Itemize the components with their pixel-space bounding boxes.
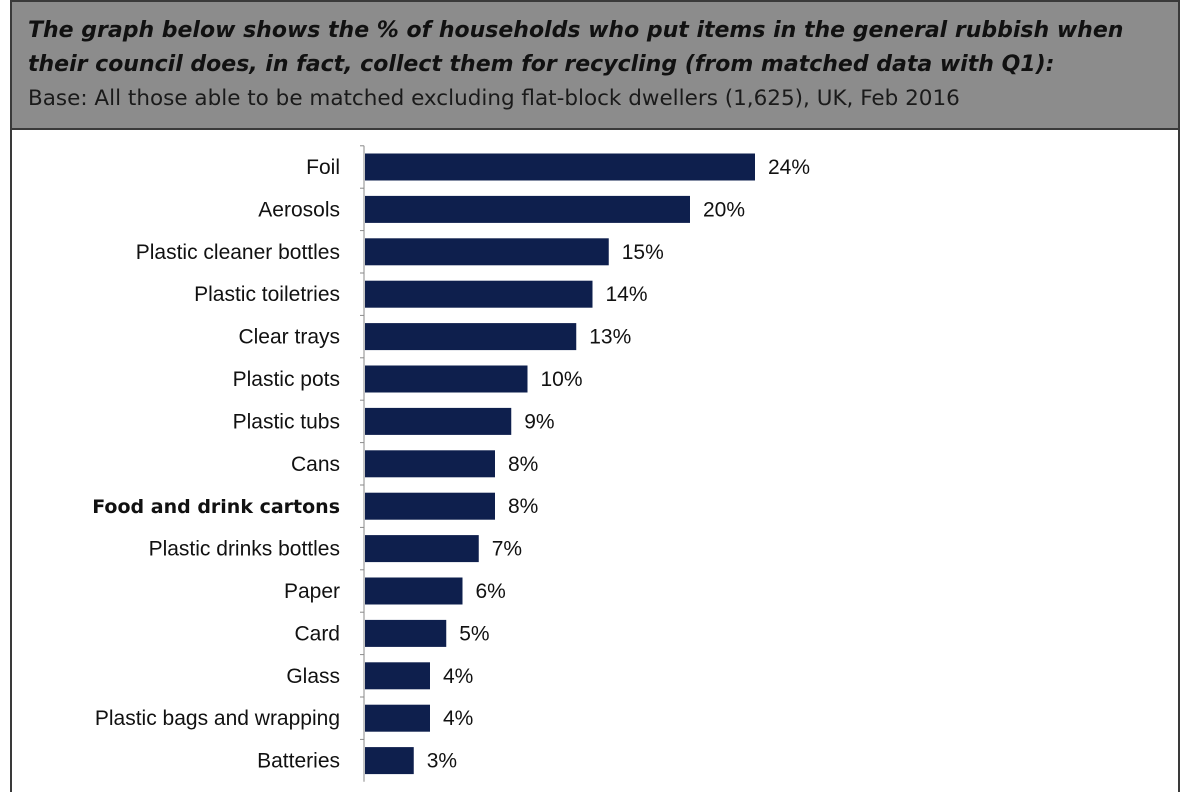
bar [365,195,690,223]
bar [365,323,577,351]
bar [365,450,495,478]
category-label: Card [294,622,340,645]
bar [365,747,414,775]
category-label: Plastic drinks bottles [149,538,340,561]
category-label: Aerosols [258,198,340,221]
data-label: 6% [476,580,506,603]
category-label: Plastic tubs [233,410,340,433]
bar [365,704,430,732]
data-label: 9% [524,410,554,433]
data-label: 3% [427,750,457,773]
data-label: 13% [589,326,631,349]
bar [365,619,447,647]
category-label: Plastic cleaner bottles [136,241,340,264]
data-label: 10% [541,368,583,391]
category-label: Plastic pots [233,368,340,391]
data-label: 7% [492,538,522,561]
data-label: 4% [443,707,473,730]
data-label: 8% [508,453,538,476]
category-label: Clear trays [238,326,340,349]
data-label: 15% [622,241,664,264]
category-label: Foil [306,156,340,179]
bar [365,407,512,435]
data-label: 5% [459,622,489,645]
bar [365,238,609,266]
data-label: 4% [443,665,473,688]
category-label: Plastic toiletries [194,283,340,306]
bar [365,492,495,520]
bar [365,153,755,181]
category-label: Cans [291,453,340,476]
category-label: Glass [286,665,340,688]
chart-title-line-2: their council does, in fact, collect the… [28,52,1055,77]
data-label: 14% [606,283,648,306]
chart-frame [10,0,1180,792]
category-label: Paper [284,580,340,603]
bar [365,577,463,605]
category-label: Plastic bags and wrapping [95,707,340,730]
data-label: 20% [703,198,745,221]
category-label: Food and drink cartons [92,496,340,518]
bar [365,280,593,308]
chart-subtitle: Base: All those able to be matched exclu… [28,86,960,111]
bar [365,662,430,690]
data-label: 24% [768,156,810,179]
bar [365,535,479,563]
category-label: Batteries [257,750,340,773]
bar [365,365,528,393]
chart-header: The graph below shows the % of household… [10,0,1180,130]
chart-title-line-1: The graph below shows the % of household… [28,18,1124,43]
data-label: 8% [508,495,538,518]
